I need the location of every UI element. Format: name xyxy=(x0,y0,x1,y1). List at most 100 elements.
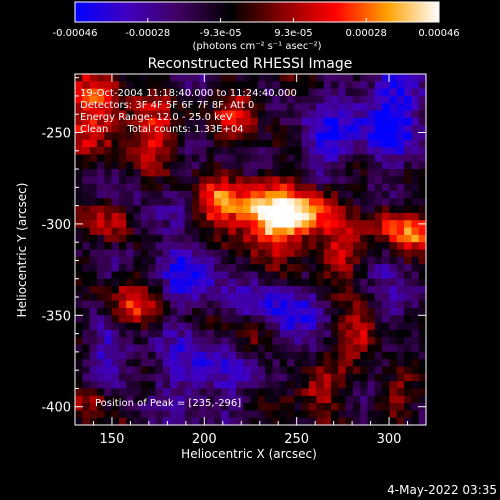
heatmap-cell xyxy=(177,95,186,104)
heatmap-cell xyxy=(82,271,91,280)
heatmap-cell xyxy=(177,183,186,192)
heatmap-cell xyxy=(126,381,135,390)
heatmap-cell xyxy=(250,205,259,214)
heatmap-cell xyxy=(360,329,369,338)
heatmap-cell xyxy=(133,249,142,258)
heatmap-cell xyxy=(352,271,361,280)
heatmap-cell xyxy=(140,344,149,353)
heatmap-cell xyxy=(75,249,83,258)
heatmap-cell xyxy=(111,359,120,368)
heatmap-cell xyxy=(118,183,127,192)
heatmap-cell xyxy=(126,139,135,148)
heatmap-cell xyxy=(279,271,288,280)
heatmap-cell xyxy=(192,81,200,90)
heatmap-cell xyxy=(199,95,208,104)
heatmap-cell xyxy=(309,81,317,90)
heatmap-cell xyxy=(360,74,369,82)
heatmap-cell xyxy=(104,337,113,346)
heatmap-cell xyxy=(382,249,391,258)
heatmap-cell xyxy=(396,205,405,214)
heatmap-cell xyxy=(389,337,398,346)
heatmap-cell xyxy=(338,205,347,214)
heatmap-cell xyxy=(243,395,252,404)
heatmap-cell xyxy=(272,344,281,353)
heatmap-cell xyxy=(162,154,171,163)
heatmap-cell xyxy=(272,205,281,214)
heatmap-cell xyxy=(235,359,244,368)
heatmap-cell xyxy=(323,293,332,302)
heatmap-cell xyxy=(404,212,412,221)
heatmap-cell xyxy=(316,95,325,104)
heatmap-cell xyxy=(301,351,310,360)
heatmap-cell xyxy=(345,220,354,229)
heatmap-cell xyxy=(235,103,244,112)
heatmap-cell xyxy=(221,81,230,90)
heatmap-cell xyxy=(257,139,266,148)
annotation-time-range: 19-Oct-2004 11:18:40.000 to 11:24:40.000 xyxy=(80,88,297,99)
heatmap-cell xyxy=(82,366,91,375)
heatmap-cell xyxy=(309,403,317,411)
heatmap-cell xyxy=(389,381,398,390)
heatmap-cell xyxy=(367,344,376,353)
heatmap-cell xyxy=(126,161,135,170)
heatmap-cell xyxy=(170,147,178,156)
heatmap-cell xyxy=(404,256,412,265)
heatmap-cell xyxy=(155,132,164,141)
heatmap-cell xyxy=(213,198,222,207)
heatmap-cell xyxy=(294,264,303,273)
heatmap-cell xyxy=(265,322,274,331)
heatmap-cell xyxy=(382,286,391,294)
heatmap-cell xyxy=(338,220,347,229)
heatmap-cell xyxy=(374,410,383,419)
heatmap-cell xyxy=(330,74,339,82)
heatmap-cell xyxy=(140,161,149,170)
heatmap-cell xyxy=(316,278,325,287)
heatmap-cell xyxy=(155,344,164,353)
heatmap-cell xyxy=(221,139,230,148)
heatmap-cell xyxy=(96,191,105,199)
heatmap-cell xyxy=(316,264,325,273)
heatmap-cell xyxy=(111,249,120,258)
heatmap-cell xyxy=(162,337,171,346)
heatmap-cell xyxy=(104,176,113,185)
heatmap-cell xyxy=(155,212,164,221)
heatmap-cell xyxy=(118,234,127,243)
heatmap-cell xyxy=(382,417,391,426)
heatmap-cell xyxy=(213,403,222,411)
heatmap-cell xyxy=(338,329,347,338)
heatmap-cell xyxy=(162,103,171,112)
heatmap-cell xyxy=(396,395,405,404)
heatmap-cell xyxy=(330,300,339,309)
heatmap-cell xyxy=(316,74,325,82)
heatmap-cell xyxy=(411,88,420,97)
heatmap-cell xyxy=(257,293,266,302)
heatmap-cell xyxy=(206,227,215,236)
heatmap-cell xyxy=(155,351,164,360)
heatmap-cell xyxy=(316,198,325,207)
heatmap-cell xyxy=(338,351,347,360)
heatmap-cell xyxy=(111,95,120,104)
heatmap-cell xyxy=(89,154,98,163)
heatmap-cell xyxy=(184,212,193,221)
heatmap-cell xyxy=(374,417,383,426)
heatmap-cell xyxy=(111,191,120,199)
heatmap-cell xyxy=(235,242,244,251)
heatmap-cell xyxy=(418,227,427,236)
heatmap-cell xyxy=(418,410,427,419)
heatmap-cell xyxy=(148,410,157,419)
heatmap-cell xyxy=(213,154,222,163)
heatmap-cell xyxy=(367,249,376,258)
heatmap-cell xyxy=(367,286,376,294)
colorbar-tick-label: -0.00028 xyxy=(125,28,170,39)
heatmap-cell xyxy=(170,410,178,419)
heatmap-cell xyxy=(287,366,295,375)
heatmap-cell xyxy=(323,74,332,82)
heatmap-cell xyxy=(316,161,325,170)
heatmap-cell xyxy=(345,191,354,199)
heatmap-cell xyxy=(104,183,113,192)
heatmap-cell xyxy=(367,88,376,97)
heatmap-cell xyxy=(96,256,105,265)
heatmap-cell xyxy=(228,359,237,368)
heatmap-cell xyxy=(257,198,266,207)
heatmap-cell xyxy=(250,300,259,309)
